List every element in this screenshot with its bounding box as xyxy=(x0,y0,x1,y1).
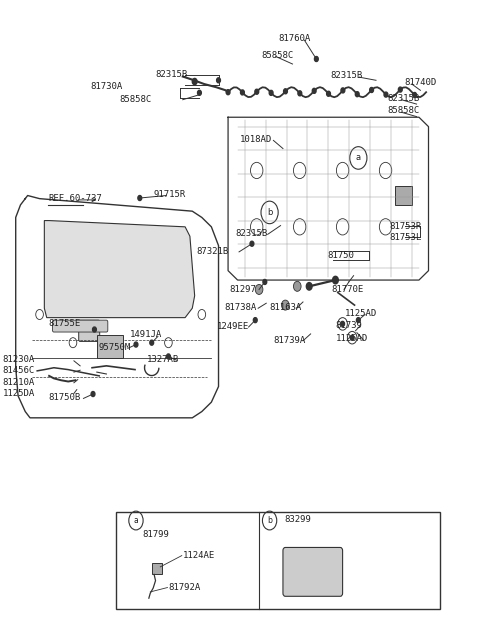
Text: 81230A: 81230A xyxy=(3,355,35,364)
Circle shape xyxy=(253,318,257,323)
Text: 81750: 81750 xyxy=(327,250,354,260)
Circle shape xyxy=(216,78,220,83)
Circle shape xyxy=(93,327,96,332)
FancyBboxPatch shape xyxy=(52,320,108,332)
Circle shape xyxy=(198,91,201,96)
Text: REF.60-737: REF.60-737 xyxy=(48,194,102,203)
Text: 81730A: 81730A xyxy=(91,82,123,91)
Text: 82315B: 82315B xyxy=(235,228,267,238)
Text: 81799: 81799 xyxy=(142,530,169,539)
Text: 81753L: 81753L xyxy=(389,233,421,242)
Text: 81760A: 81760A xyxy=(278,35,311,43)
Text: 1249EE: 1249EE xyxy=(217,322,249,331)
Text: 81750B: 81750B xyxy=(48,392,81,402)
Circle shape xyxy=(413,92,417,97)
Text: 81456C: 81456C xyxy=(3,366,35,376)
Text: 81738A: 81738A xyxy=(225,303,257,312)
Text: 1125AD: 1125AD xyxy=(336,335,368,343)
Text: 1125AD: 1125AD xyxy=(345,309,377,318)
Circle shape xyxy=(255,89,259,94)
Circle shape xyxy=(192,79,197,85)
Bar xyxy=(395,186,412,205)
Circle shape xyxy=(370,87,373,92)
Text: 81739: 81739 xyxy=(336,321,362,330)
Text: 83299: 83299 xyxy=(284,515,311,524)
Circle shape xyxy=(138,196,142,201)
Circle shape xyxy=(134,342,138,347)
Circle shape xyxy=(314,57,318,62)
Circle shape xyxy=(293,281,301,291)
Circle shape xyxy=(341,321,345,326)
Circle shape xyxy=(250,242,254,246)
Text: 87321B: 87321B xyxy=(196,247,228,257)
Text: 82315B: 82315B xyxy=(331,72,363,81)
Circle shape xyxy=(306,282,312,290)
Text: a: a xyxy=(133,516,138,525)
FancyBboxPatch shape xyxy=(79,320,100,342)
Text: b: b xyxy=(267,516,272,525)
Text: 82315B: 82315B xyxy=(387,94,419,103)
Circle shape xyxy=(357,318,360,323)
Circle shape xyxy=(269,91,273,96)
Text: 1327AB: 1327AB xyxy=(147,355,179,364)
Text: 1491JA: 1491JA xyxy=(130,330,163,339)
Circle shape xyxy=(91,391,95,396)
Text: 1018AD: 1018AD xyxy=(240,135,272,143)
Circle shape xyxy=(341,88,345,93)
Text: 81753R: 81753R xyxy=(389,221,421,231)
Text: 81739A: 81739A xyxy=(274,336,306,345)
Text: b: b xyxy=(267,208,272,217)
Circle shape xyxy=(398,87,402,92)
Text: 81770E: 81770E xyxy=(332,285,364,294)
Circle shape xyxy=(255,284,263,294)
Bar xyxy=(116,512,441,609)
Text: 81792A: 81792A xyxy=(168,583,201,592)
Circle shape xyxy=(240,90,244,95)
Text: 81755E: 81755E xyxy=(48,319,81,328)
Text: 1125DA: 1125DA xyxy=(3,389,35,398)
FancyBboxPatch shape xyxy=(283,547,343,596)
Circle shape xyxy=(263,279,267,284)
Circle shape xyxy=(355,92,359,97)
Circle shape xyxy=(350,335,354,340)
Text: a: a xyxy=(356,153,361,162)
Circle shape xyxy=(326,91,330,96)
Text: 95750M: 95750M xyxy=(98,343,131,352)
Circle shape xyxy=(284,89,288,94)
Text: 91715R: 91715R xyxy=(153,190,185,199)
Circle shape xyxy=(312,88,316,93)
Text: 85858C: 85858C xyxy=(387,106,419,116)
Circle shape xyxy=(384,92,388,97)
Text: 82315B: 82315B xyxy=(155,70,187,79)
Text: 81297: 81297 xyxy=(229,285,256,294)
Text: 85858C: 85858C xyxy=(120,95,152,104)
Circle shape xyxy=(226,90,230,95)
Polygon shape xyxy=(44,221,195,318)
Text: 85858C: 85858C xyxy=(262,51,294,60)
Bar xyxy=(152,563,162,574)
Circle shape xyxy=(150,340,154,345)
Circle shape xyxy=(333,276,338,284)
Text: 1124AE: 1124AE xyxy=(183,551,215,560)
Circle shape xyxy=(167,354,170,359)
Text: 81740D: 81740D xyxy=(405,78,437,87)
Bar xyxy=(97,335,123,359)
Text: 81210A: 81210A xyxy=(3,377,35,387)
Text: 81163A: 81163A xyxy=(270,303,302,312)
Circle shape xyxy=(281,300,289,310)
Circle shape xyxy=(298,91,302,96)
